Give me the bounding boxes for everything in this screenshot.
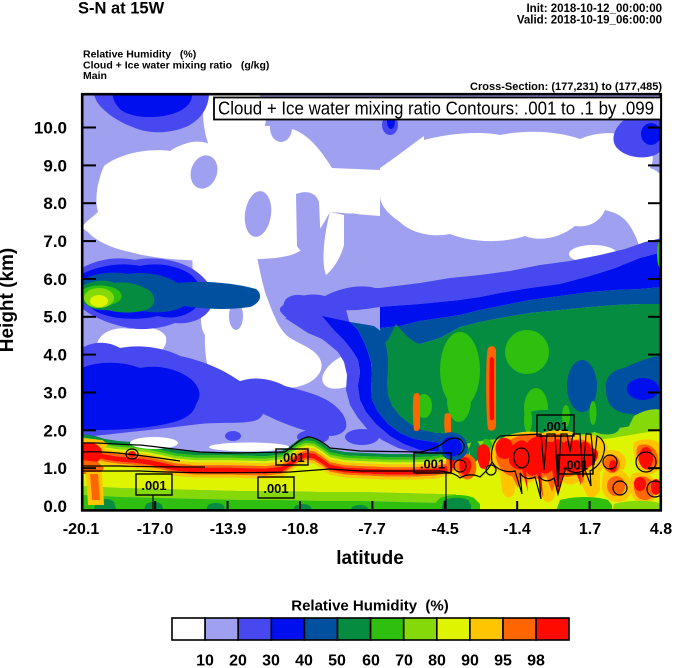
svg-text:Main: Main xyxy=(83,70,107,82)
svg-text:7.0: 7.0 xyxy=(43,232,67,251)
svg-text:50: 50 xyxy=(328,653,346,668)
svg-text:2.0: 2.0 xyxy=(43,421,67,440)
svg-text:3.0: 3.0 xyxy=(43,383,67,402)
svg-text:4.0: 4.0 xyxy=(43,346,67,365)
svg-text:1.7: 1.7 xyxy=(579,521,601,538)
svg-text:Cloud + Ice water mixing ratio: Cloud + Ice water mixing ratio Contours:… xyxy=(218,99,654,119)
svg-text:-13.9: -13.9 xyxy=(210,521,247,538)
svg-text:.001: .001 xyxy=(563,458,588,473)
svg-text:Cross-Section: (177,231) to (1: Cross-Section: (177,231) to (177,485) xyxy=(470,81,662,93)
svg-text:Init: 2018-10-12_00:00:00: Init: 2018-10-12_00:00:00 xyxy=(526,3,662,15)
svg-text:.001: .001 xyxy=(263,481,288,496)
svg-text:Relative Humidity (%): Relative Humidity (%) xyxy=(291,598,449,615)
svg-text:90: 90 xyxy=(461,653,479,668)
svg-text:60: 60 xyxy=(362,653,380,668)
svg-text:5.0: 5.0 xyxy=(43,308,67,327)
svg-text:10: 10 xyxy=(196,653,214,668)
svg-text:Valid: 2018-10-19_06:00:00: Valid: 2018-10-19_06:00:00 xyxy=(517,15,662,27)
svg-text:20: 20 xyxy=(229,653,247,668)
svg-text:-1.4: -1.4 xyxy=(503,521,531,538)
svg-text:-10.8: -10.8 xyxy=(282,521,319,538)
svg-text:80: 80 xyxy=(428,653,446,668)
svg-text:70: 70 xyxy=(395,653,413,668)
svg-text:0.0: 0.0 xyxy=(43,497,67,516)
svg-text:-4.5: -4.5 xyxy=(431,521,459,538)
svg-text:95: 95 xyxy=(494,653,512,668)
svg-text:latitude: latitude xyxy=(336,548,404,569)
svg-text:.001: .001 xyxy=(141,478,166,493)
svg-text:8.0: 8.0 xyxy=(43,194,67,213)
svg-text:.001: .001 xyxy=(420,457,445,472)
svg-text:-17.0: -17.0 xyxy=(137,521,174,538)
svg-text:-7.7: -7.7 xyxy=(358,521,386,538)
svg-text:4.8: 4.8 xyxy=(650,521,672,538)
svg-text:1.0: 1.0 xyxy=(43,459,67,478)
svg-text:S-N at 15W: S-N at 15W xyxy=(78,0,165,18)
svg-text:98: 98 xyxy=(527,653,545,668)
svg-text:9.0: 9.0 xyxy=(43,156,67,175)
svg-text:Cloud + Ice water mixing ratio: Cloud + Ice water mixing ratio (g/kg) xyxy=(83,60,269,72)
svg-text:.001: .001 xyxy=(279,450,304,465)
svg-text:30: 30 xyxy=(262,653,280,668)
svg-text:.001: .001 xyxy=(543,419,568,434)
svg-text:Height (km): Height (km) xyxy=(0,248,18,353)
svg-text:40: 40 xyxy=(295,653,313,668)
svg-text:10.0: 10.0 xyxy=(34,119,67,138)
svg-text:6.0: 6.0 xyxy=(43,270,67,289)
svg-text:-20.1: -20.1 xyxy=(63,521,100,538)
svg-text:Relative Humidity (%): Relative Humidity (%) xyxy=(83,49,196,61)
